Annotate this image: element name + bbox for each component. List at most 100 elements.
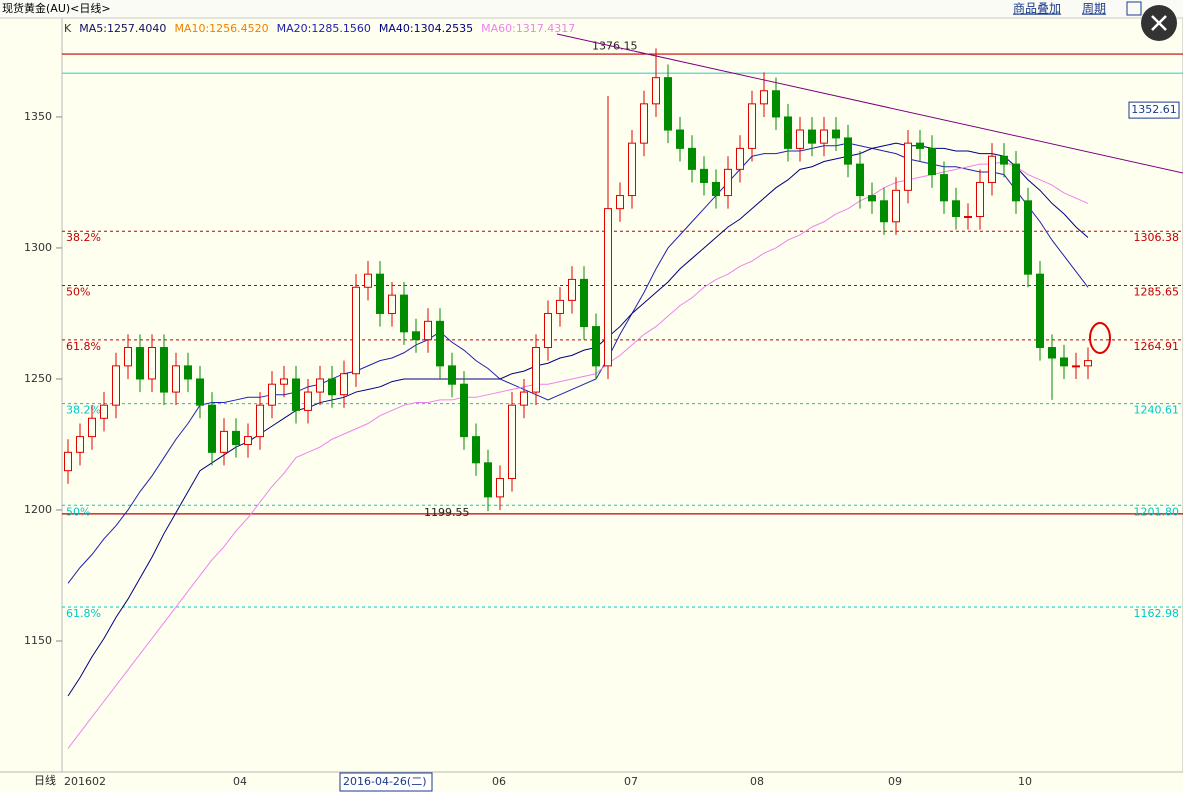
fib-level-value: 1162.98 (1134, 607, 1180, 620)
candle-body (424, 320, 432, 341)
candle-body (316, 378, 324, 393)
candle-body (796, 129, 804, 149)
candle-body (892, 189, 900, 223)
fib-level-name: 61.8% (66, 607, 101, 620)
x-tick-label: 201602 (64, 775, 106, 788)
candle-body (160, 347, 168, 393)
fib-level-name: 50% (66, 286, 90, 299)
candle-body (772, 90, 780, 118)
y-tick-label: 1350 (24, 110, 52, 123)
candle-body (268, 383, 276, 406)
candle-body (400, 294, 408, 333)
candle-body (628, 142, 636, 197)
fib-level-value: 1306.38 (1134, 231, 1180, 244)
x-tick-label: 07 (624, 775, 638, 788)
candle-body (1036, 273, 1044, 349)
candle-body (112, 365, 120, 406)
cursor-price-box (1128, 101, 1180, 119)
candle-body (328, 378, 336, 396)
candle-body (820, 129, 828, 144)
x-tick-label: 09 (888, 775, 902, 788)
cursor-price: 1352.61 (1131, 103, 1177, 116)
x-axis-title: 日线 (34, 773, 56, 787)
candle-body (700, 168, 708, 183)
window-title: 现货黄金(AU)<日线> (2, 1, 111, 15)
fib-level-value: 1285.65 (1134, 286, 1180, 299)
y-tick-label: 1250 (24, 372, 52, 385)
y-tick-label: 1300 (24, 241, 52, 254)
candle-body (520, 391, 528, 406)
candle-body (1060, 357, 1068, 367)
candle-body (1072, 365, 1080, 368)
candle-body (196, 378, 204, 406)
candle-body (256, 404, 264, 438)
candle-body (556, 299, 564, 314)
candle-body (412, 331, 420, 341)
period-menu[interactable]: 周期 (1082, 2, 1106, 16)
candle-body (916, 142, 924, 149)
candle-body (376, 273, 384, 314)
candle-body (484, 462, 492, 498)
candle-body (364, 273, 372, 288)
candle-body (76, 436, 84, 453)
x-tick-label: 10 (1018, 775, 1032, 788)
close-button[interactable] (1141, 5, 1177, 41)
candle-body (868, 195, 876, 202)
candle-body (604, 208, 612, 367)
candle-body (568, 278, 576, 301)
candle-body (844, 137, 852, 165)
legend-entry: MA60:1317.4317 (481, 22, 575, 35)
fib-level-value: 1240.61 (1134, 404, 1180, 417)
candle-body (832, 129, 840, 139)
candle-body (208, 404, 216, 453)
trend-line (556, 33, 1183, 174)
fib-level-name: 61.8% (66, 340, 101, 353)
candle-body (508, 404, 516, 480)
candle-body (712, 181, 720, 197)
candle-body (136, 347, 144, 380)
candle-body (676, 129, 684, 149)
candle-body (940, 174, 948, 202)
fib-level-name: 38.2% (66, 404, 101, 417)
candle-body (1000, 155, 1008, 165)
candle-body (664, 77, 672, 131)
candle-body (808, 129, 816, 144)
legend-entry: MA10:1256.4520 (174, 22, 268, 35)
candle-body (856, 163, 864, 197)
candle-body (952, 200, 960, 218)
overlay-menu[interactable]: 商品叠加 (1013, 1, 1061, 16)
y-tick-label: 1200 (24, 503, 52, 516)
fib-level-name: 50% (66, 505, 90, 518)
cursor-date-box (339, 772, 433, 792)
ma-line (67, 160, 1089, 749)
candle-body (148, 347, 156, 380)
candle-body (244, 436, 252, 445)
candle-body (184, 365, 192, 380)
candle-body (760, 90, 768, 105)
candle-body (616, 195, 624, 210)
x-tick-label: 2016-04-26(二) (343, 775, 427, 788)
x-tick-label: 08 (750, 775, 764, 788)
x-tick-label: 04 (233, 775, 247, 788)
candle-body (580, 278, 588, 328)
candle-body (100, 404, 108, 419)
legend-entry: MA20:1285.1560 (277, 22, 371, 35)
legend-entry: MA40:1304.2535 (379, 22, 473, 35)
candle-body (352, 286, 360, 375)
candle-body (652, 77, 660, 105)
candle-body (220, 430, 228, 453)
candle-body (592, 326, 600, 367)
candle-body (724, 168, 732, 197)
candle-body (880, 200, 888, 223)
candle-body (988, 155, 996, 183)
close-icon[interactable] (1151, 15, 1167, 31)
candle-body (88, 417, 96, 438)
candle-body (292, 378, 300, 411)
legend-entry: K (64, 22, 72, 35)
window-icon[interactable] (1126, 1, 1142, 16)
candle-body (304, 391, 312, 411)
candle-body (976, 181, 984, 218)
legend-entry: MA5:1257.4040 (79, 22, 166, 35)
